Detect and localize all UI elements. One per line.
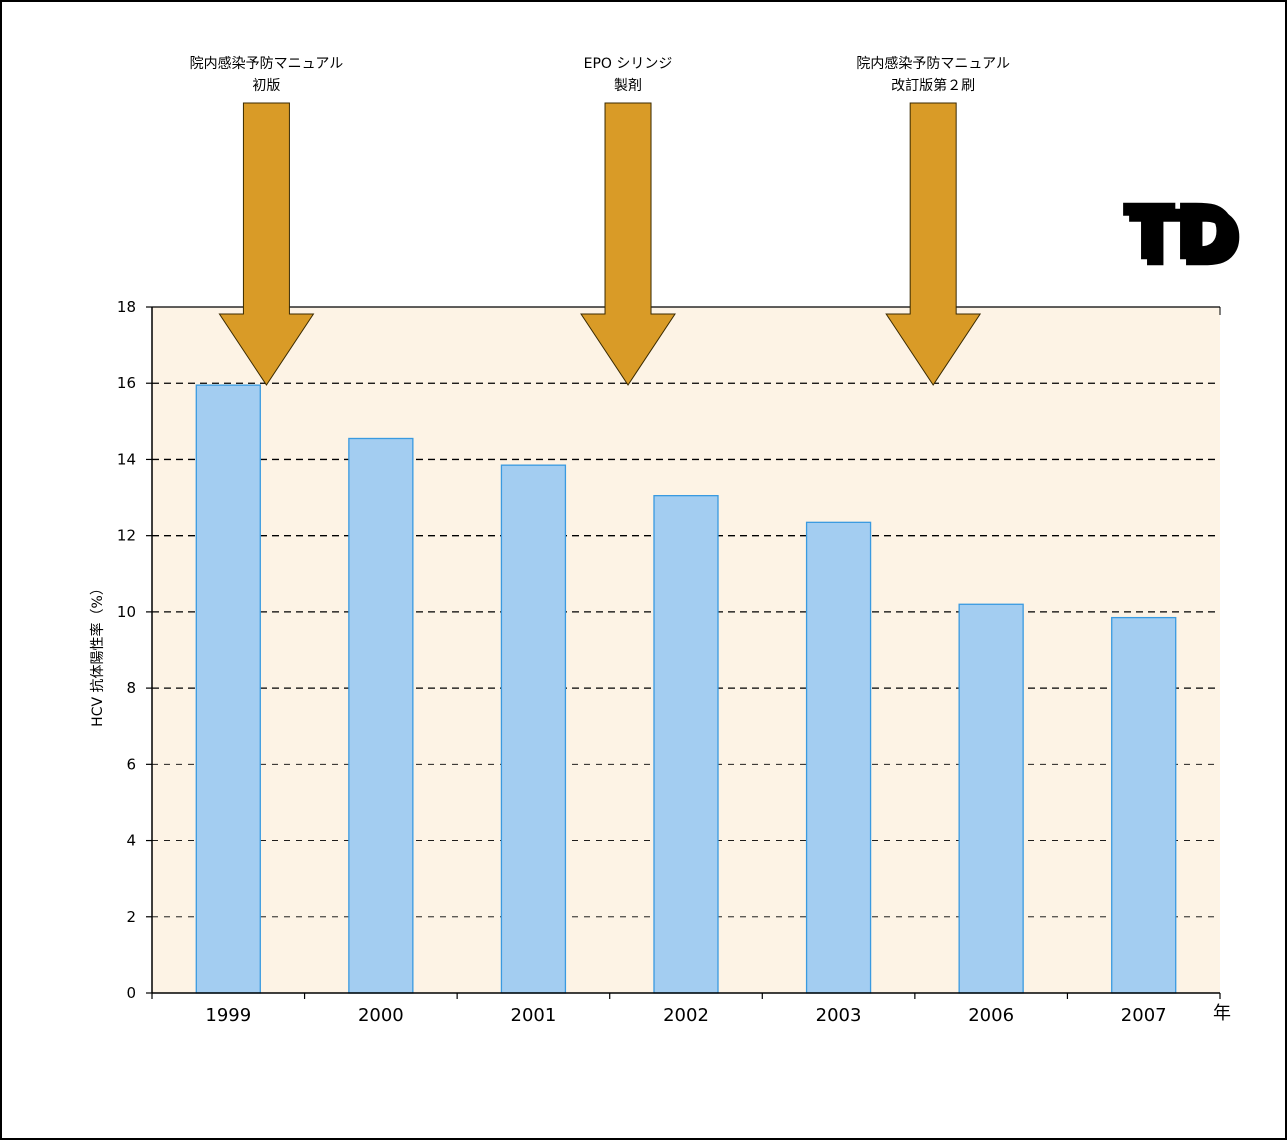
x-axis-unit: 年 bbox=[1213, 1003, 1231, 1024]
x-tick-label: 2001 bbox=[511, 1005, 557, 1026]
x-tick-label: 2003 bbox=[816, 1005, 862, 1026]
y-tick-label: 12 bbox=[117, 527, 136, 545]
annotation-label: 製剤 bbox=[614, 78, 642, 94]
annotation-label: 改訂版第２刷 bbox=[891, 77, 975, 94]
x-tick-label: 2002 bbox=[663, 1005, 709, 1026]
bar-1999 bbox=[195, 384, 261, 994]
bar-2007 bbox=[1111, 616, 1177, 994]
td-3d-logo-icon: TD TD bbox=[1123, 189, 1243, 284]
logo-text-back: TD bbox=[1130, 196, 1242, 282]
annotation-label: EPO シリンジ bbox=[584, 56, 673, 72]
y-tick-label: 8 bbox=[126, 679, 136, 697]
y-tick-label: 2 bbox=[126, 908, 136, 926]
x-tick-labels: 1999 2000 2001 2002 2003 2006 2007 bbox=[205, 1005, 1166, 1026]
bar-2003 bbox=[805, 521, 872, 994]
y-tick-label: 6 bbox=[126, 755, 136, 773]
x-tick-label: 2007 bbox=[1121, 1005, 1167, 1026]
logo-text-front: TD bbox=[1124, 190, 1236, 276]
y-tick-label: 14 bbox=[117, 450, 136, 468]
y-tick-label: 18 bbox=[117, 298, 136, 316]
bar-2000 bbox=[348, 437, 414, 994]
x-tick-label: 1999 bbox=[205, 1005, 251, 1026]
bar-2002 bbox=[653, 494, 719, 994]
x-tick-label: 2000 bbox=[358, 1005, 404, 1026]
axes bbox=[146, 306, 1221, 999]
y-tick-label: 10 bbox=[117, 603, 136, 621]
bar-2001 bbox=[500, 464, 567, 994]
bar-2006 bbox=[958, 603, 1024, 994]
y-tick-label: 4 bbox=[126, 832, 136, 850]
y-axis-label: HCV 抗体陽性率（%） bbox=[89, 581, 106, 727]
annotation-label: 初版 bbox=[252, 77, 280, 94]
annotation-label: 院内感染予防マニュアル bbox=[856, 55, 1010, 72]
y-tick-label: 16 bbox=[117, 374, 136, 392]
down-arrow-icon bbox=[218, 102, 315, 386]
down-arrow-icon bbox=[885, 102, 982, 386]
down-arrow-icon bbox=[580, 102, 676, 386]
y-tick-labels: 0 2 4 6 8 10 12 14 16 18 bbox=[117, 298, 136, 1002]
annotation-label: 院内感染予防マニュアル bbox=[190, 55, 344, 72]
x-tick-label: 2006 bbox=[968, 1005, 1014, 1026]
y-tick-label: 0 bbox=[126, 984, 136, 1002]
